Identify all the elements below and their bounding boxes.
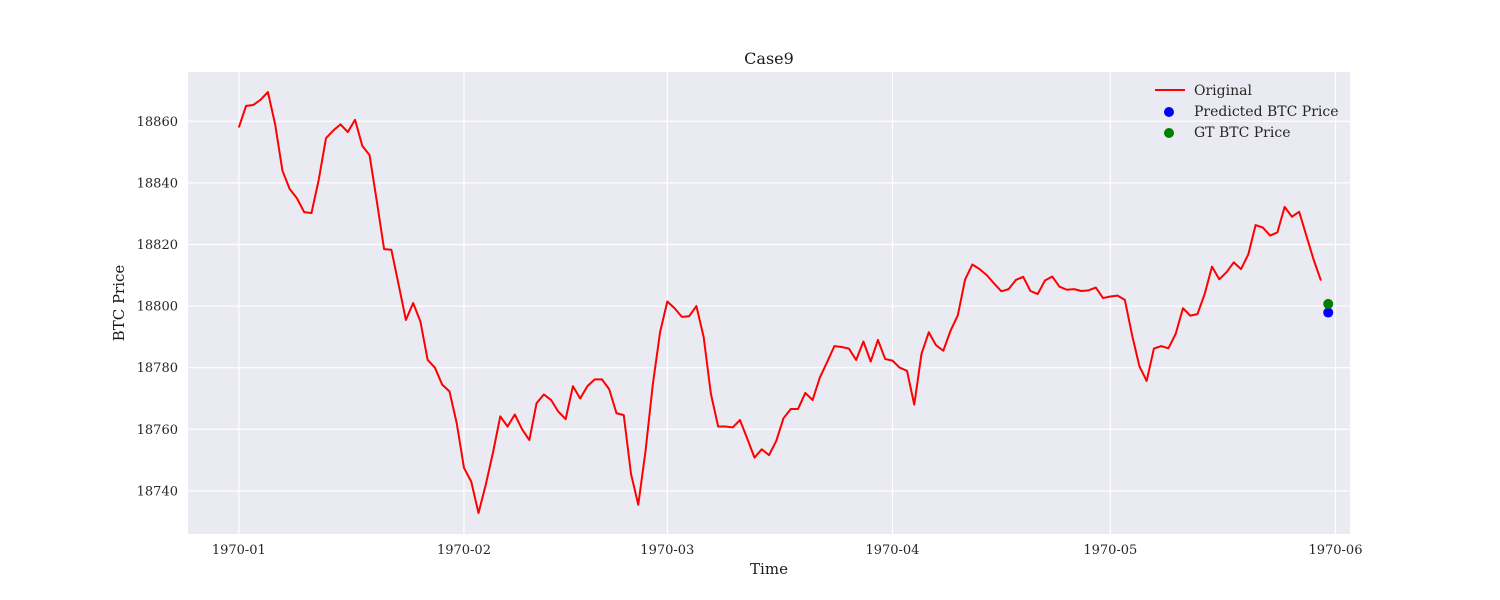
x-tick-label: 1970-01: [212, 543, 266, 558]
x-tick-labels: 1970-01 1970-02 1970-03 1970-04 1970-05 1970-…: [212, 543, 1363, 558]
y-axis-label: BTC Price: [110, 265, 128, 342]
x-tick-label: 1970-05: [1083, 543, 1137, 558]
series-lines: [237, 91, 1322, 515]
y-tick-label: 18740: [137, 484, 178, 499]
x-tick-label: 1970-06: [1308, 543, 1362, 558]
y-tick-label: 18760: [137, 423, 178, 438]
legend-label-predicted: Predicted BTC Price: [1194, 104, 1339, 120]
legend-marker-gt: [1164, 128, 1174, 138]
legend-marker-predicted: [1164, 107, 1174, 117]
plot-background: [188, 72, 1350, 534]
x-tick-label: 1970-02: [437, 543, 491, 558]
grid-lines: [188, 72, 1350, 534]
x-axis-label: Time: [750, 560, 788, 578]
y-tick-label: 18840: [137, 176, 178, 191]
chart-title: Case9: [744, 49, 794, 68]
y-tick-labels: 18740 18760 18780 18800 18820 18840 18860: [137, 115, 178, 500]
legend-label-original: Original: [1194, 83, 1252, 99]
legend: Original Predicted BTC Price GT BTC Pric…: [1155, 83, 1339, 141]
y-tick-label: 18800: [137, 300, 178, 315]
x-tick-label: 1970-04: [865, 543, 919, 558]
y-tick-label: 18780: [137, 361, 178, 376]
x-tick-label: 1970-03: [640, 543, 694, 558]
predicted-price-point: [1323, 307, 1334, 318]
series-line-original: [237, 91, 1322, 515]
y-tick-label: 18860: [137, 115, 178, 130]
legend-label-gt: GT BTC Price: [1194, 125, 1290, 141]
series-points: [1323, 298, 1334, 318]
gt-price-point: [1323, 298, 1334, 309]
y-tick-label: 18820: [137, 238, 178, 253]
